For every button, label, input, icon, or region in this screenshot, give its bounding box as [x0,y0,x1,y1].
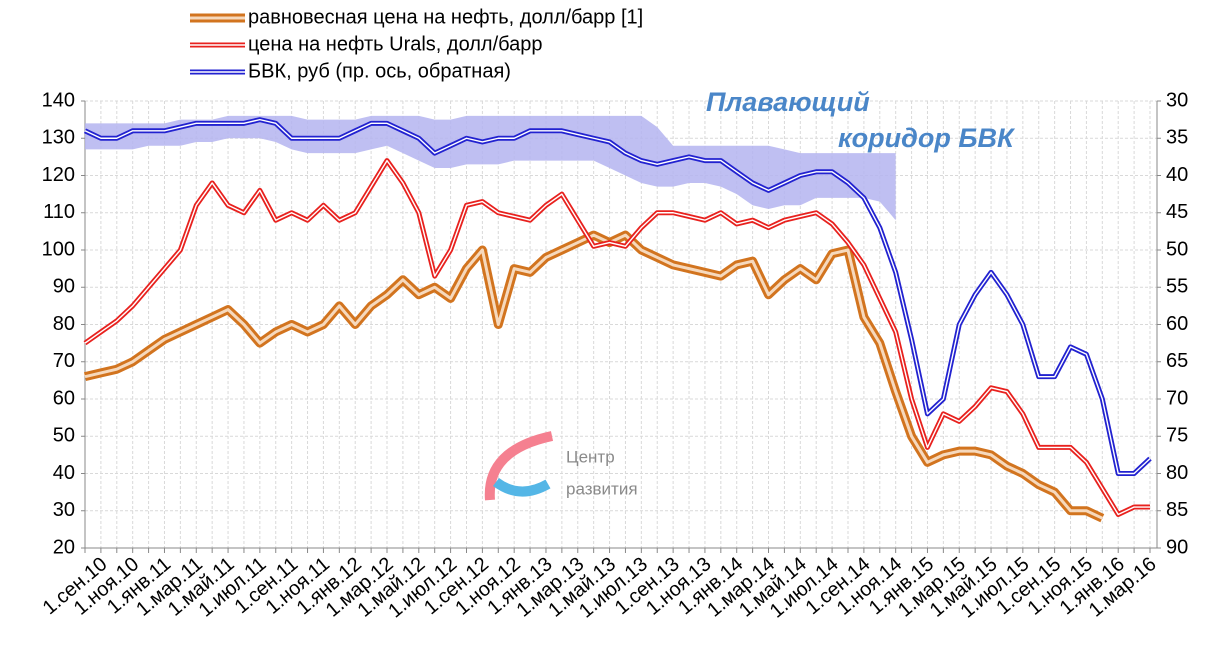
y-tick-label: 50 [53,425,75,447]
y2-tick-label: 70 [1166,387,1188,409]
y-tick-label: 140 [42,89,75,111]
y-tick-label: 80 [53,313,75,335]
legend-label: БВК, руб (пр. ось, обратная) [248,60,511,82]
y2-tick-label: 65 [1166,350,1188,372]
y2-tick-label: 55 [1166,276,1188,298]
annotation: коридор БВК [838,123,1016,153]
y2-tick-label: 60 [1166,313,1188,335]
annotation: Плавающий [706,87,870,117]
y-tick-label: 20 [53,536,75,558]
y-tick-label: 30 [53,499,75,521]
y2-tick-label: 30 [1166,89,1188,111]
corridor-band [85,115,896,221]
y2-tick-label: 75 [1166,425,1188,447]
legend-label: цена на нефть Urals, долл/барр [248,33,543,55]
y-tick-label: 100 [42,238,75,260]
logo-arc [484,431,554,501]
y-tick-label: 90 [53,276,75,298]
series-line [83,117,1152,476]
plot: 20 30 40 50 60 70 80 90 100 110 120 130 140 30 35 40 45 5… [39,89,1189,622]
y2-tick-label: 35 [1166,127,1188,149]
y-tick-label: 70 [53,350,75,372]
y-tick-label: 60 [53,387,75,409]
series-line-inner [84,118,1151,475]
y2-tick-label: 90 [1166,536,1188,558]
y2-tick-label: 40 [1166,164,1188,186]
y-tick-label: 120 [42,164,75,186]
y-tick-label: 110 [43,201,75,223]
y-tick-label: 130 [42,127,75,149]
series-line [83,158,1150,517]
y2-tick-label: 50 [1166,238,1188,260]
logo-arc [493,477,551,497]
legend-label: равновесная цена на нефть, долл/барр [1] [248,6,643,28]
y2-tick-label: 85 [1166,499,1188,521]
watermark: Центр [566,447,615,466]
y2-tick-label: 45 [1166,201,1188,223]
y2-tick-label: 80 [1166,462,1188,484]
series-line-inner [84,159,1150,516]
y-tick-label: 40 [53,462,75,484]
watermark: развития [566,479,638,498]
series-line-inner [84,233,1103,520]
